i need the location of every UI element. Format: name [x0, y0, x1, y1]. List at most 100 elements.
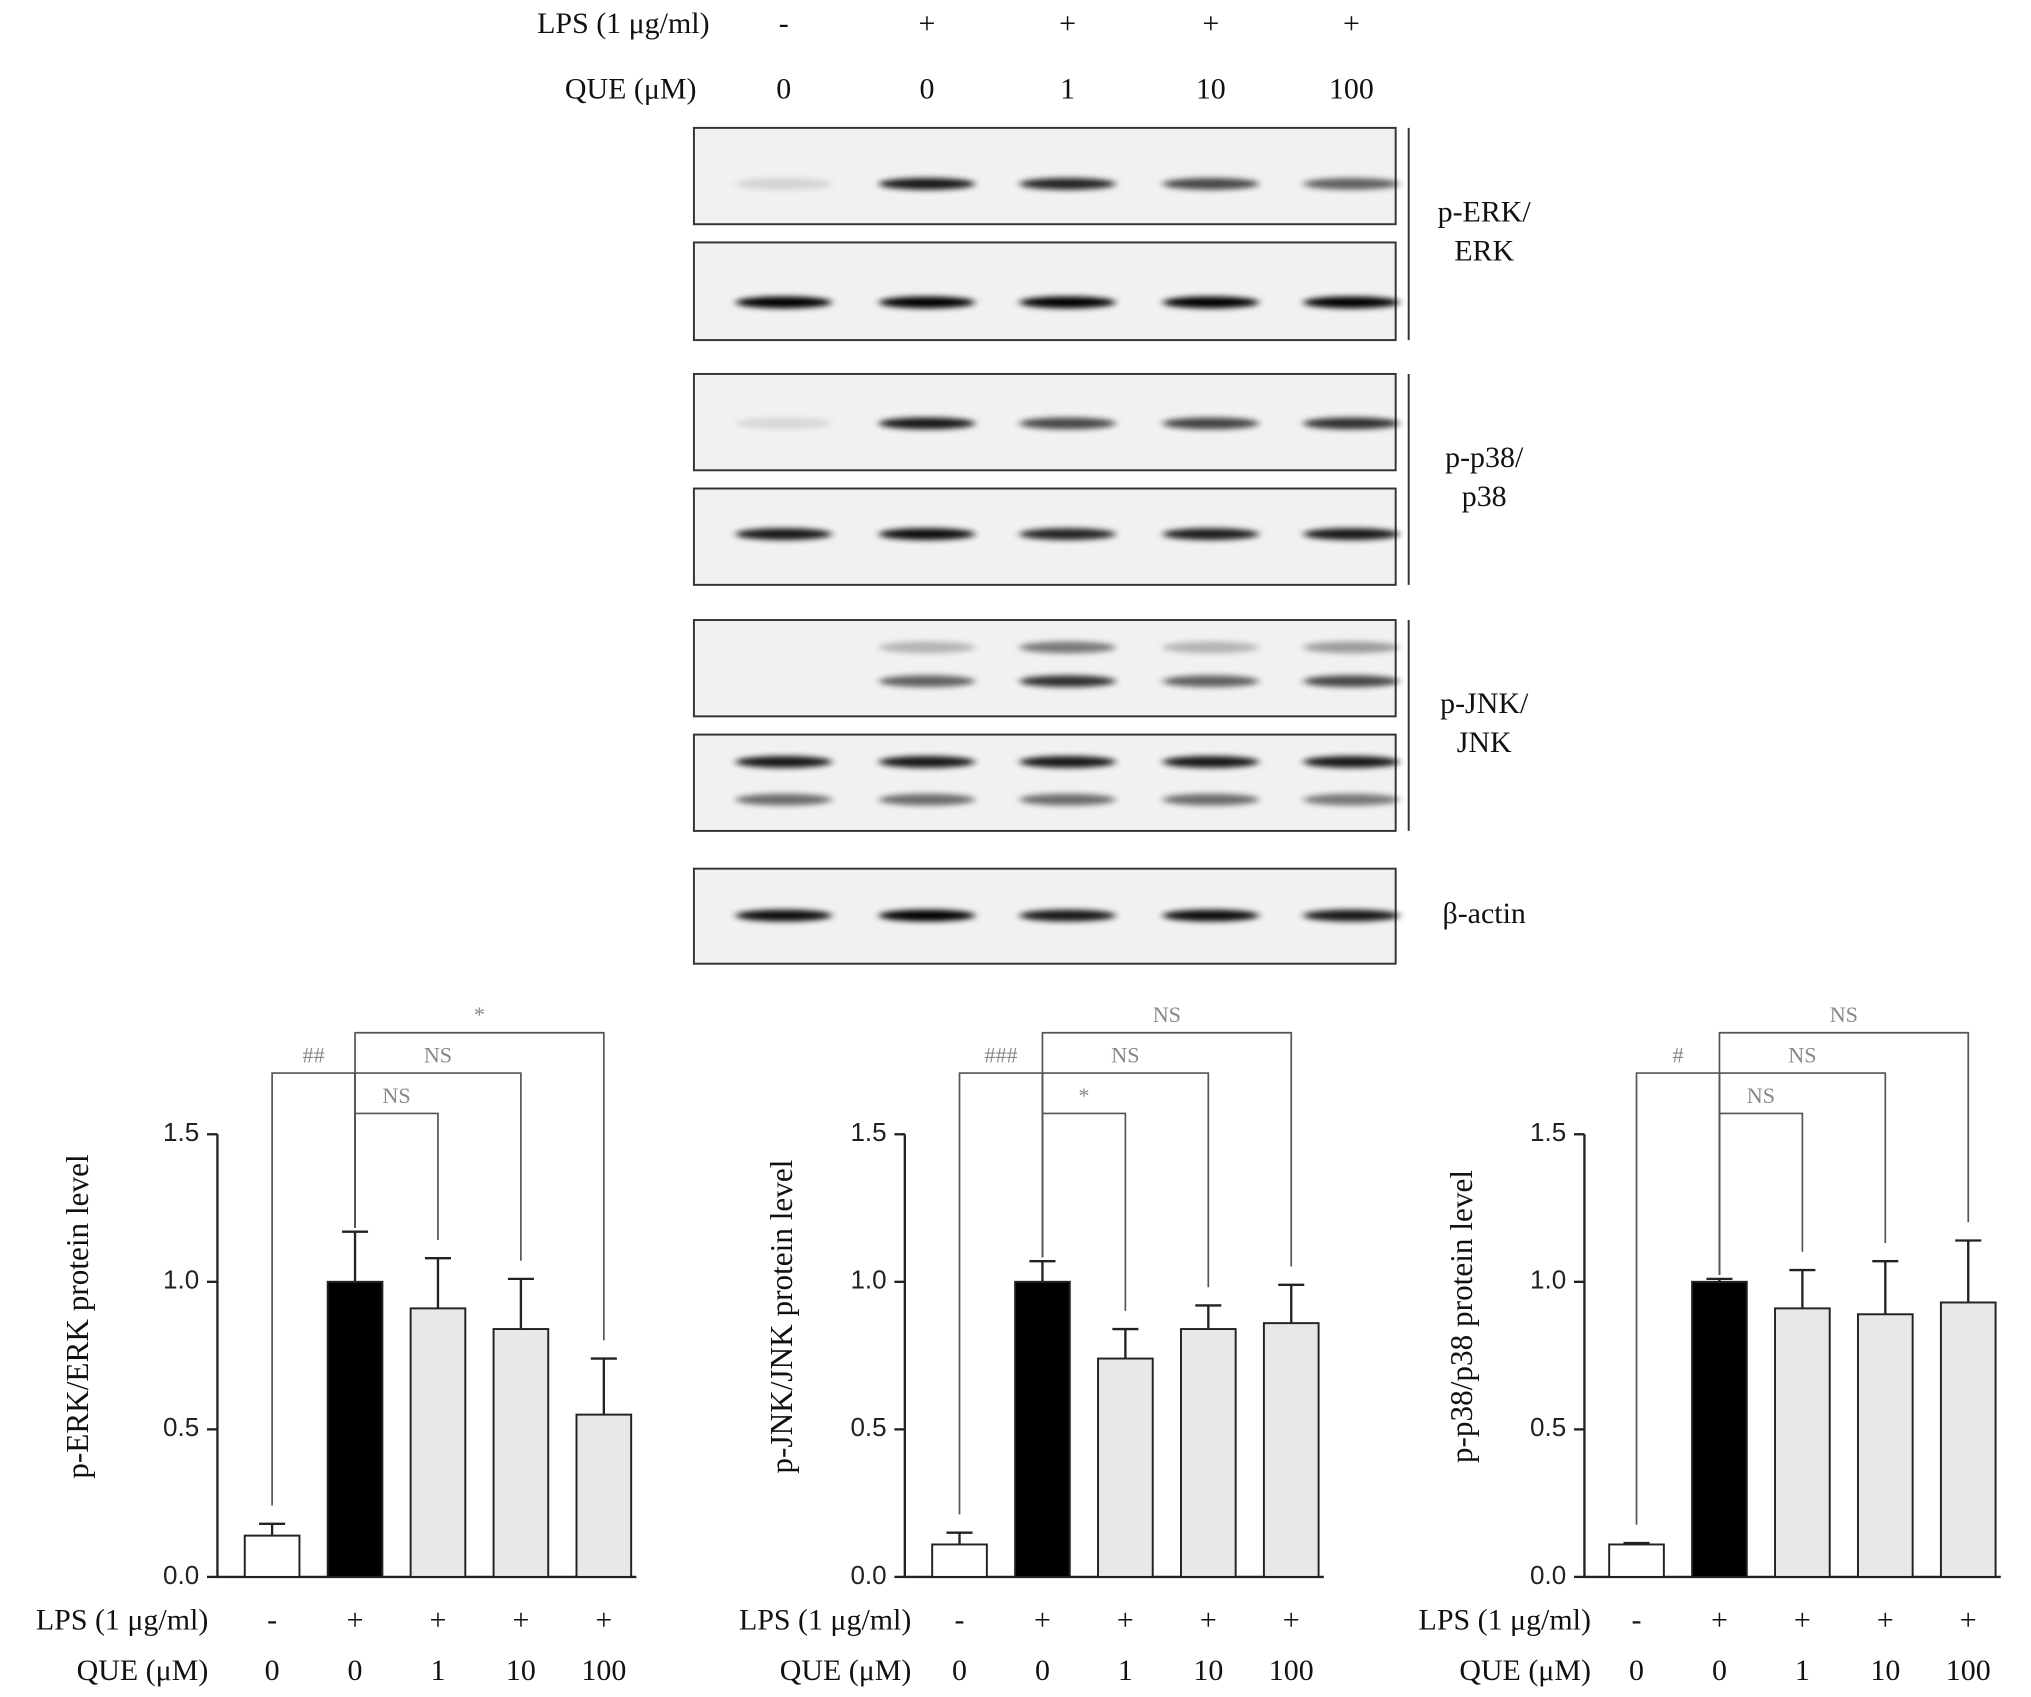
- y-tick-label: 0.5: [850, 1412, 886, 1442]
- significance-bracket: [1718, 1112, 1804, 1275]
- blot-band: [1162, 909, 1259, 922]
- x-tick-label: 0: [1629, 1654, 1644, 1687]
- bar: [1014, 1280, 1071, 1578]
- y-tick-label: 1.5: [850, 1117, 886, 1147]
- lps-sign: +: [919, 7, 936, 40]
- x-tick-label: +: [1283, 1603, 1300, 1636]
- bar: [1608, 1543, 1665, 1578]
- blot-band: [878, 909, 976, 922]
- x-tick-label: 10: [506, 1654, 536, 1687]
- significance-label: NS: [1153, 1002, 1181, 1027]
- que-dose: 1: [1060, 72, 1075, 105]
- que-dose: 0: [919, 72, 934, 105]
- blot-band: [1019, 178, 1116, 190]
- blot-band: [1162, 675, 1259, 688]
- x-tick-label: 1: [1795, 1654, 1810, 1687]
- y-axis-label: p-JNK/JNK protein level: [764, 1159, 799, 1473]
- y-tick-label: 0.5: [163, 1412, 199, 1442]
- x-tick-label: 10: [1193, 1654, 1223, 1687]
- bar: [1179, 1328, 1237, 1578]
- x-tick-label: 0: [952, 1654, 967, 1687]
- blot-panel: [692, 619, 1397, 718]
- bar: [931, 1543, 988, 1578]
- x-tick-label: 0: [1035, 1654, 1050, 1687]
- blot-band: [735, 528, 832, 540]
- blot-band: [1303, 675, 1400, 688]
- blot-band: [735, 178, 832, 190]
- significance-label: NS: [1830, 1002, 1858, 1027]
- significance-bracket: [1718, 1031, 1970, 1275]
- blot-band: [1019, 675, 1116, 688]
- blot-band: [1303, 528, 1400, 540]
- blot-band: [1303, 793, 1400, 806]
- bar: [1691, 1280, 1748, 1578]
- x-row-label: LPS (1 μg/ml): [739, 1603, 911, 1636]
- y-axis-label: p-p38/p38 protein level: [1444, 1170, 1479, 1464]
- blot-band: [1019, 417, 1116, 430]
- y-axis-label: p-ERK/ERK protein level: [60, 1154, 95, 1479]
- blot-band: [1019, 296, 1116, 309]
- blot-panel: [692, 126, 1397, 226]
- y-tick-label: 1.5: [1530, 1117, 1566, 1147]
- x-tick-label: +: [1794, 1603, 1811, 1636]
- blot-band: [1303, 756, 1400, 768]
- y-tick-label: 0.0: [850, 1560, 886, 1590]
- blot-band: [878, 793, 976, 806]
- blot-band: [735, 296, 832, 309]
- x-row-label: QUE (μM): [780, 1654, 912, 1687]
- significance-label: NS: [1788, 1043, 1816, 1068]
- x-tick-label: +: [1117, 1603, 1134, 1636]
- blot-band: [1162, 178, 1259, 190]
- y-tick-label: 1.5: [163, 1117, 199, 1147]
- significance-label: #: [1672, 1043, 1683, 1068]
- blot-band: [1162, 756, 1259, 768]
- blot-band: [1303, 909, 1400, 922]
- x-tick-label: +: [595, 1603, 612, 1636]
- y-tick-label: 1.0: [1530, 1265, 1566, 1295]
- x-tick-label: +: [1711, 1603, 1728, 1636]
- significance-label: ##: [303, 1043, 325, 1068]
- lps-sign: +: [1059, 7, 1076, 40]
- blot-band: [1019, 909, 1116, 922]
- x-tick-label: 0: [1712, 1654, 1727, 1687]
- x-tick-label: -: [1632, 1603, 1642, 1636]
- que-dose: 10: [1196, 72, 1226, 105]
- bar: [1097, 1357, 1154, 1578]
- blot-band: [735, 417, 832, 430]
- lps-sign: +: [1343, 7, 1360, 40]
- blot-label: p-p38/: [1445, 441, 1524, 474]
- blot-band: [1303, 641, 1400, 654]
- x-tick-label: +: [1200, 1603, 1217, 1636]
- x-tick-label: -: [267, 1603, 277, 1636]
- blot-band: [1303, 296, 1400, 309]
- blot-band: [1162, 528, 1259, 540]
- blot-band: [1162, 793, 1259, 806]
- bar: [243, 1534, 301, 1578]
- bar: [409, 1307, 467, 1578]
- blot-label: p38: [1462, 480, 1507, 513]
- blot-band: [878, 675, 976, 688]
- blot-band: [735, 793, 832, 806]
- x-row-label: QUE (μM): [77, 1654, 209, 1687]
- blot-band: [1162, 641, 1259, 654]
- x-tick-label: 0: [348, 1654, 363, 1687]
- x-tick-label: 100: [1946, 1654, 1991, 1687]
- blot-band: [878, 528, 976, 540]
- x-tick-label: +: [1034, 1603, 1051, 1636]
- blot-band: [1019, 756, 1116, 768]
- blot-label: p-ERK/: [1438, 195, 1532, 228]
- significance-label: *: [1078, 1083, 1089, 1108]
- x-tick-label: +: [347, 1603, 364, 1636]
- bar: [1939, 1301, 1997, 1578]
- significance-label: *: [474, 1002, 485, 1027]
- blot-label: p-JNK/: [1440, 687, 1529, 720]
- significance-label: NS: [1111, 1043, 1139, 1068]
- que-label: QUE (μM): [565, 72, 697, 105]
- blot-band: [878, 641, 976, 654]
- blot-label: JNK: [1457, 726, 1512, 759]
- que-dose: 100: [1329, 72, 1374, 105]
- x-row-label: LPS (1 μg/ml): [1419, 1603, 1591, 1636]
- lps-label: LPS (1 μg/ml): [537, 7, 709, 40]
- blot-band: [1303, 178, 1400, 190]
